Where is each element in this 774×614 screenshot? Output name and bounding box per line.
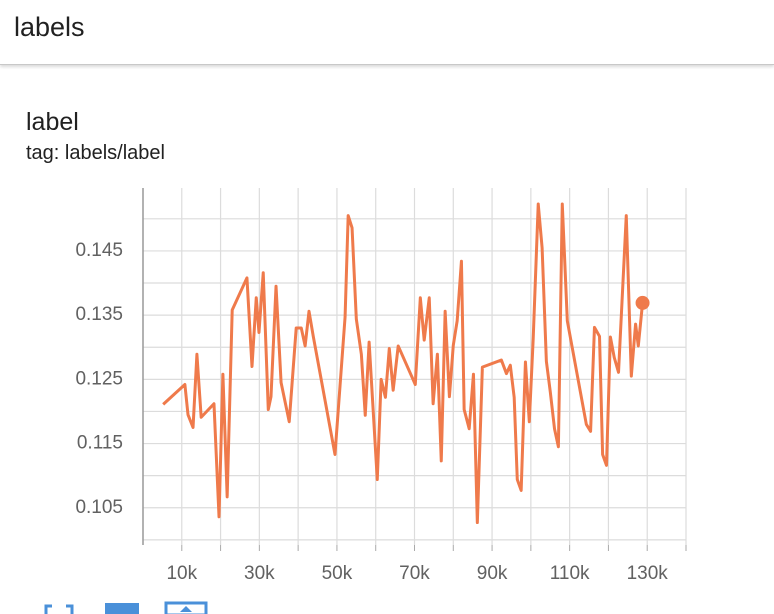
x-tick-label: 110k (550, 563, 590, 584)
y-tick-label: 0.115 (77, 433, 123, 454)
x-tick-label: 30k (244, 563, 275, 584)
chart-subtitle: tag: labels/label (26, 142, 165, 164)
toolbar (44, 601, 208, 614)
x-tick-label: 70k (399, 563, 430, 584)
x-tick-label: 10k (166, 563, 197, 584)
y-tick-label: 0.135 (75, 304, 123, 325)
x-tick-label: 130k (627, 563, 669, 584)
download-icon[interactable] (164, 601, 208, 614)
point (635, 295, 650, 310)
x-tick-label: 90k (477, 563, 508, 584)
line (162, 202, 645, 525)
x-tick-label: 50k (322, 563, 353, 584)
y-tick-label: 0.105 (75, 497, 123, 518)
header-title: labels (14, 12, 85, 42)
download-arrow (180, 606, 192, 612)
fit-icon[interactable] (44, 604, 74, 614)
toggle-icon[interactable] (105, 603, 139, 614)
y-tick-label: 0.125 (75, 368, 123, 389)
header: labels (0, 0, 774, 65)
chart-title: label (26, 108, 79, 136)
y-tick-label: 0.145 (75, 240, 123, 261)
